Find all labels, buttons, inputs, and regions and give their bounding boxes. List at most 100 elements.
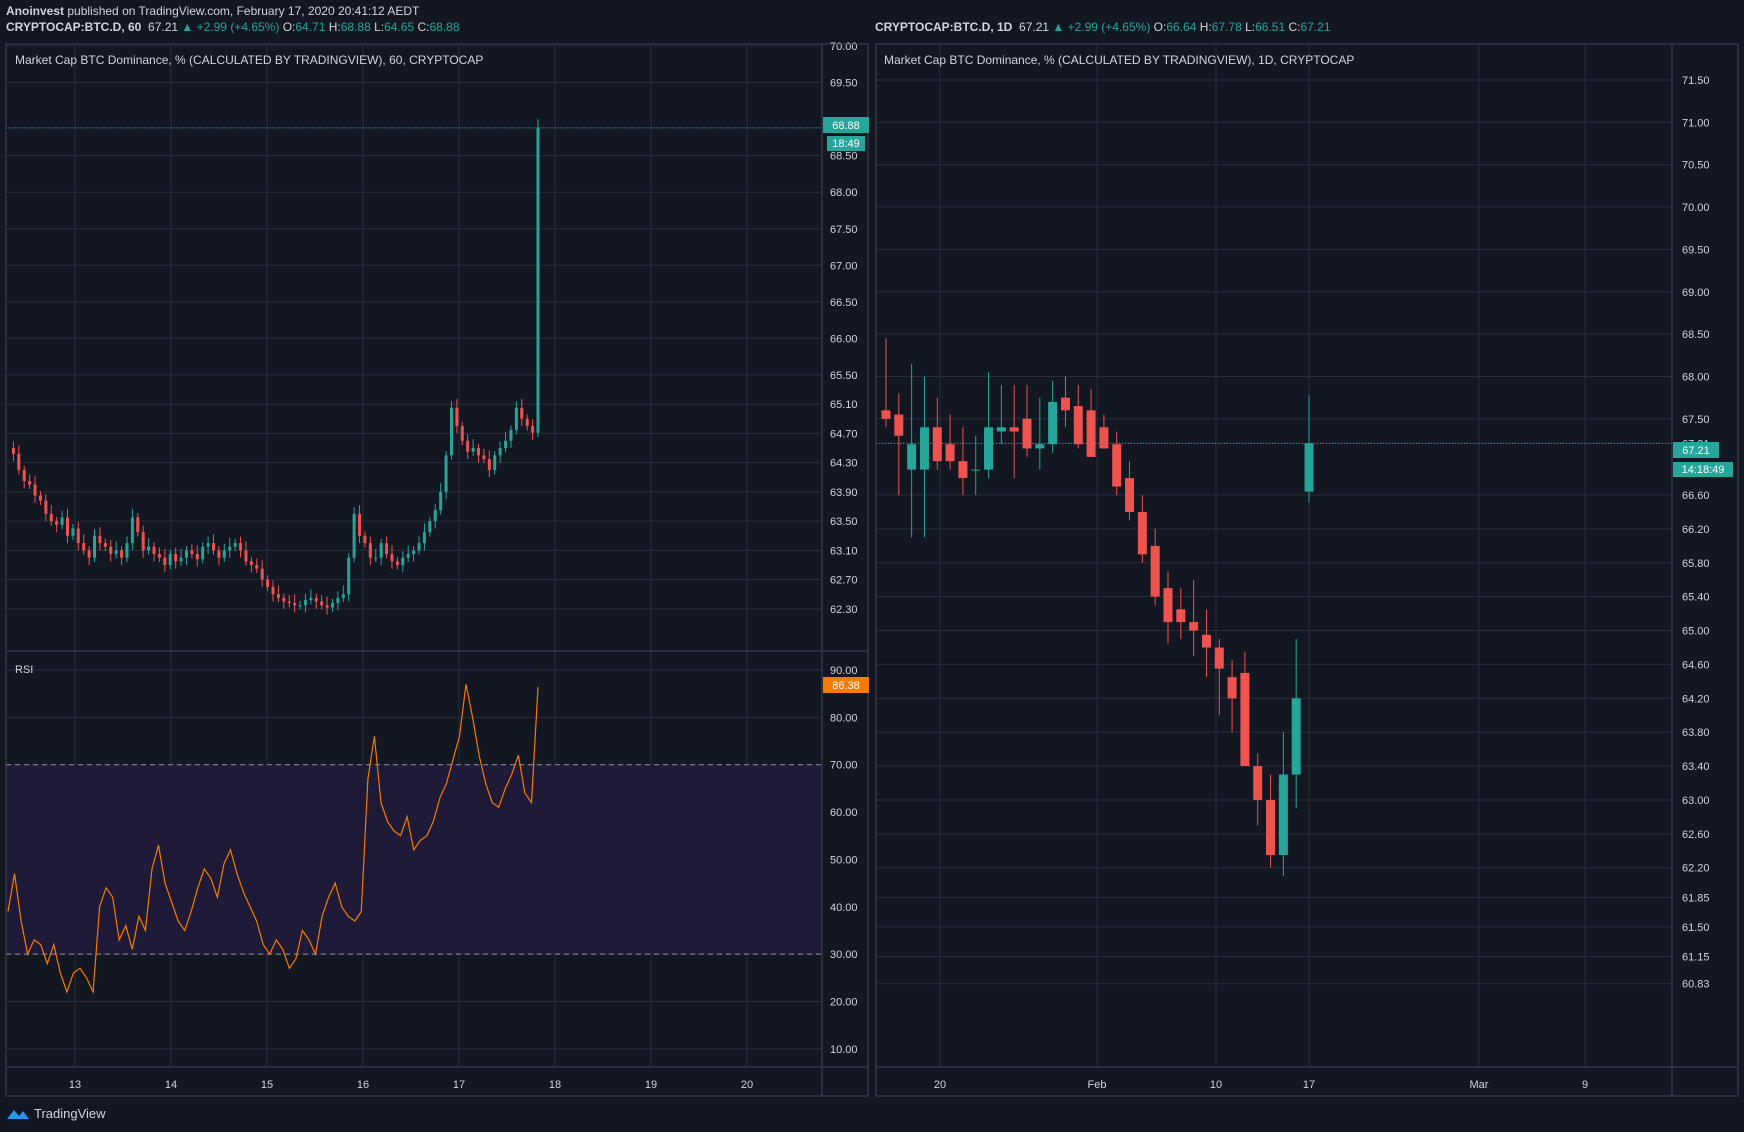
right-candle-body xyxy=(996,427,1006,432)
tradingview-logo[interactable]: TradingView xyxy=(6,1106,106,1121)
left-candle-body xyxy=(336,597,340,604)
left-candle-body xyxy=(17,453,21,470)
rsi-y-tick-40.00: 40.00 xyxy=(830,902,858,914)
left-candle-body xyxy=(482,455,486,460)
right-candle-body xyxy=(1060,397,1070,411)
left-candle-body xyxy=(255,565,259,569)
left-candle-body xyxy=(44,500,48,514)
right-candle-body xyxy=(1099,427,1109,449)
left-y-tick-68.00: 68.00 xyxy=(830,187,858,199)
right-candle-body xyxy=(1150,545,1160,597)
left-y-tick-66.50: 66.50 xyxy=(830,297,858,309)
left-candle-body xyxy=(71,528,75,536)
right-close: 67.21 xyxy=(1300,20,1331,34)
right-x-tick-Mar: Mar xyxy=(1470,1079,1489,1091)
right-y-tick-71.50: 71.50 xyxy=(1682,75,1710,87)
right-chart-title: Market Cap BTC Dominance, % (CALCULATED … xyxy=(884,53,1354,67)
left-candle-body xyxy=(385,543,389,555)
left-y-tick-64.70: 64.70 xyxy=(830,428,858,440)
left-candle-body xyxy=(417,543,421,551)
right-candle-body xyxy=(1201,634,1211,648)
right-candle-body xyxy=(1163,588,1173,623)
left-candle-body xyxy=(174,554,178,562)
left-y-tick-63.50: 63.50 xyxy=(830,516,858,528)
right-y-tick-61.50: 61.50 xyxy=(1682,922,1710,934)
right-candle-body xyxy=(1240,672,1250,767)
left-candle-body xyxy=(114,550,118,555)
left-candle-body xyxy=(249,561,253,566)
left-candle-body xyxy=(341,594,345,598)
right-candle-body xyxy=(984,427,994,470)
right-candle-body xyxy=(1253,766,1263,800)
left-h-label: H: xyxy=(328,20,341,34)
left-candle-body xyxy=(33,484,37,496)
left-candle-body xyxy=(525,418,529,427)
left-candle-body xyxy=(11,448,15,454)
left-candle-body xyxy=(82,543,86,551)
left-candle-body xyxy=(125,543,129,558)
right-symbol[interactable]: CRYPTOCAP:BTC.D, 1D xyxy=(875,20,1013,34)
left-candle-body xyxy=(206,543,210,547)
left-candle-body xyxy=(120,550,124,558)
rsi-y-tick-90.00: 90.00 xyxy=(830,665,858,677)
rsi-value-tag: 86.38 xyxy=(823,677,869,693)
left-change: ▲ +2.99 (+4.65%) xyxy=(181,20,280,34)
left-candle-body xyxy=(109,546,113,555)
left-candle-body xyxy=(38,495,42,501)
left-candle-body xyxy=(466,440,470,452)
left-candle-body xyxy=(103,543,107,547)
left-candle-body xyxy=(433,510,437,522)
left-last: 67.21 xyxy=(148,20,179,34)
right-candle-body xyxy=(1278,774,1288,856)
left-candle-body xyxy=(320,601,324,606)
left-x-tick-19: 19 xyxy=(645,1079,657,1091)
left-candle-body xyxy=(309,597,313,601)
right-change: ▲ +2.99 (+4.65%) xyxy=(1052,20,1151,34)
rsi-y-tick-70.00: 70.00 xyxy=(830,760,858,772)
rsi-band-layer xyxy=(6,764,822,955)
left-y-tick-67.50: 67.50 xyxy=(830,224,858,236)
left-high: 68.88 xyxy=(340,20,371,34)
author-name[interactable]: Anoinvest xyxy=(6,4,65,18)
left-close: 68.88 xyxy=(429,20,460,34)
left-symbol[interactable]: CRYPTOCAP:BTC.D, 60 xyxy=(6,20,142,34)
left-candle-body xyxy=(444,455,448,492)
left-o-label: O: xyxy=(282,20,296,34)
left-candle-body xyxy=(184,550,188,558)
right-candle-body xyxy=(919,427,929,470)
right-c-label: C: xyxy=(1288,20,1301,34)
left-candle-body xyxy=(493,455,497,470)
left-candle-body xyxy=(282,597,286,602)
left-legend: CRYPTOCAP:BTC.D, 60 67.21 ▲ +2.99 (+4.65… xyxy=(6,20,460,34)
left-candle-body xyxy=(520,407,524,419)
right-y-tick-69.50: 69.50 xyxy=(1682,244,1710,256)
left-candle-body xyxy=(390,554,394,562)
left-candle-body xyxy=(455,407,459,427)
left-candle-body xyxy=(379,543,383,558)
left-y-tick-66.00: 66.00 xyxy=(830,333,858,345)
left-candle-body xyxy=(60,517,64,525)
right-y-tick-61.15: 61.15 xyxy=(1682,952,1710,964)
left-candle-body xyxy=(460,426,464,441)
right-candle-body xyxy=(1176,609,1186,623)
left-candle-body xyxy=(147,546,151,551)
left-candle-body xyxy=(233,543,237,547)
left-candle-body xyxy=(76,528,80,544)
left-candle-body xyxy=(314,597,318,602)
left-candle-body xyxy=(93,535,97,558)
right-price-tag: 67.21 14:18:49 xyxy=(1673,442,1733,477)
left-candle-body xyxy=(531,426,535,433)
left-x-tick-14: 14 xyxy=(165,1079,177,1091)
left-countdown: 18:49 xyxy=(832,138,860,150)
publish-text: published on TradingView.com, February 1… xyxy=(67,4,420,18)
left-y-tick-65.10: 65.10 xyxy=(830,399,858,411)
right-y-tick-65.40: 65.40 xyxy=(1682,592,1710,604)
left-candle-body xyxy=(65,517,69,536)
left-candle-body xyxy=(352,513,356,558)
right-y-tick-70.00: 70.00 xyxy=(1682,202,1710,214)
right-o-label: O: xyxy=(1153,20,1167,34)
left-candle-body xyxy=(498,448,502,456)
left-candle-body xyxy=(509,429,513,441)
left-candle-body xyxy=(298,605,302,607)
